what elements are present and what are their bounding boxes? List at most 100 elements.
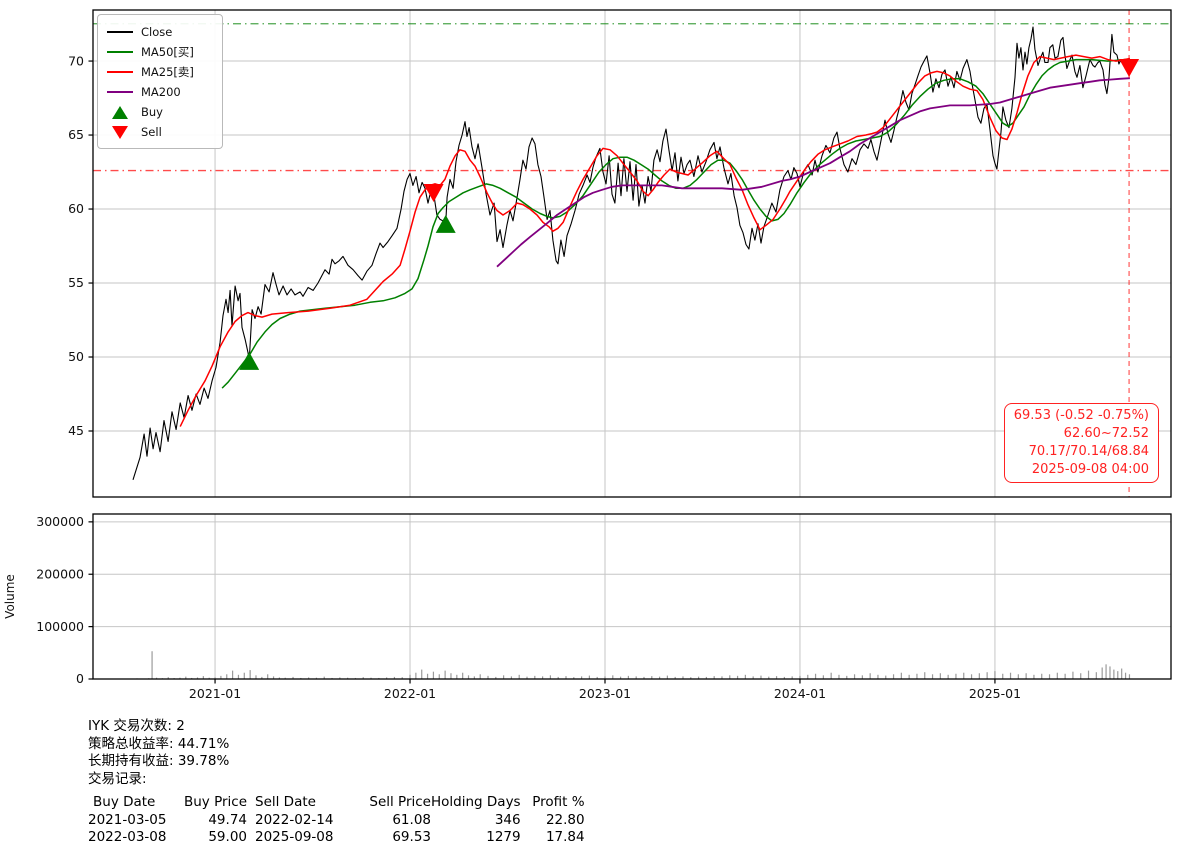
volume-axis-label: Volume — [3, 574, 17, 619]
close-line-icon — [107, 31, 133, 33]
volume-bar — [931, 674, 934, 679]
volume-bar — [916, 673, 918, 679]
legend-item-ma25: MA25[卖] — [107, 62, 213, 82]
volume-bar — [1041, 673, 1043, 679]
volume-bar — [807, 674, 809, 679]
volume-bar — [885, 675, 887, 679]
summary-strategy-return: 策略总收益率: 44.71% — [88, 735, 230, 752]
volume-bar — [1128, 674, 1131, 679]
volume-bar — [705, 676, 707, 679]
price-tick-label: 60 — [68, 201, 84, 216]
volume-bar — [1072, 671, 1074, 679]
x-tick-label: 2021-01 — [189, 686, 241, 701]
volume-bar — [249, 670, 251, 679]
ma25-line-icon — [107, 71, 133, 73]
volume-bar — [1017, 674, 1019, 679]
volume-bar — [1002, 673, 1004, 679]
summary-trade-count: IYK 交易次数: 2 — [88, 718, 185, 734]
volume-bar — [596, 676, 598, 679]
volume-bar — [1124, 672, 1127, 679]
volume-bar — [947, 674, 949, 679]
strategy-summary: IYK 交易次数: 2 策略总收益率: 44.71% 长期持有收益: 39.78… — [88, 718, 585, 847]
volume-bar — [202, 676, 204, 679]
volume-bar — [415, 672, 417, 679]
volume-bar — [729, 675, 731, 679]
volume-bar — [155, 677, 158, 679]
legend-label: Sell — [141, 125, 162, 139]
cell-profit: 17.84 — [545, 829, 585, 845]
volume-bar — [1121, 668, 1123, 679]
volume-bar — [185, 676, 187, 679]
close-line — [132, 26, 1131, 480]
volume-bar — [1056, 672, 1058, 679]
volume-bar — [744, 674, 746, 679]
volume-bar — [255, 675, 257, 679]
volume-bar — [978, 673, 980, 679]
volume-bar — [450, 673, 452, 679]
volume-bar — [658, 676, 661, 679]
legend-item-ma50: MA50[买] — [107, 42, 213, 62]
volume-bar — [1109, 666, 1111, 679]
volume-bar — [822, 675, 824, 679]
volume-bar — [1025, 673, 1027, 679]
volume-bar — [963, 672, 965, 679]
volume-plot-border — [92, 513, 1172, 680]
volume-tick-label: 200000 — [36, 566, 84, 581]
volume-bar — [261, 676, 263, 679]
sell-marker — [1119, 59, 1140, 78]
volume-bar — [432, 671, 435, 679]
volume-bar — [721, 676, 723, 679]
volume-bar — [994, 671, 996, 679]
cell-sell-date: 2022-02-14 — [255, 811, 334, 828]
trade-table: Buy Date Buy Price Sell Date Sell Price … — [88, 794, 585, 847]
sell-triangle-icon — [107, 125, 133, 139]
volume-bar — [697, 676, 700, 679]
volume-bar — [869, 673, 871, 679]
volume-bar — [853, 674, 856, 679]
x-tick-label: 2024-01 — [774, 686, 826, 701]
annotation-last-price: 69.53 (-0.52 -0.75%) — [1013, 408, 1149, 423]
volume-bar — [308, 677, 310, 679]
legend-label: MA50[买] — [141, 45, 194, 59]
volume-bar — [736, 675, 739, 679]
ma25-line — [179, 54, 1131, 427]
volume-bar — [830, 672, 832, 679]
ma50-line-icon — [107, 51, 133, 53]
cell-buy-date: 2022-03-08 — [88, 829, 167, 845]
volume-bar — [456, 674, 458, 679]
volume-bar — [643, 676, 645, 679]
summary-trade-log-title: 交易记录: — [88, 770, 147, 787]
col-sell-price: Sell Price — [369, 794, 431, 810]
volume-bar — [272, 676, 275, 679]
volume-bar — [775, 676, 778, 679]
volume-bar — [846, 675, 848, 679]
volume-bar — [892, 674, 895, 679]
buy-marker — [239, 351, 260, 370]
legend-label: Close — [141, 25, 173, 39]
volume-bar — [526, 676, 528, 679]
trade-row: 2022-03-08 59.00 2025-09-08 69.53 1279 1… — [88, 829, 585, 847]
volume-bar — [510, 676, 513, 679]
x-tick-label: 2023-01 — [579, 686, 631, 701]
volume-bar — [573, 677, 575, 679]
volume-bar — [580, 676, 583, 679]
volume-bar — [462, 672, 464, 679]
volume-bar — [877, 674, 879, 679]
volume-bar — [682, 676, 684, 679]
volume-bar — [612, 675, 614, 679]
volume-bar — [627, 675, 629, 679]
volume-bar — [549, 675, 552, 679]
annotation-datetime: 2025-09-08 04:00 — [1031, 462, 1149, 477]
volume-bar — [986, 672, 988, 679]
volume-bar — [955, 673, 957, 679]
col-sell-date: Sell Date — [255, 794, 316, 810]
volume-bar — [542, 676, 544, 679]
volume-bar — [791, 676, 793, 679]
volume-bar — [438, 674, 440, 679]
cell-sell-price: 69.53 — [392, 829, 431, 845]
volume-bar — [151, 651, 153, 679]
volume-bar — [783, 676, 785, 679]
volume-bar — [557, 676, 559, 679]
